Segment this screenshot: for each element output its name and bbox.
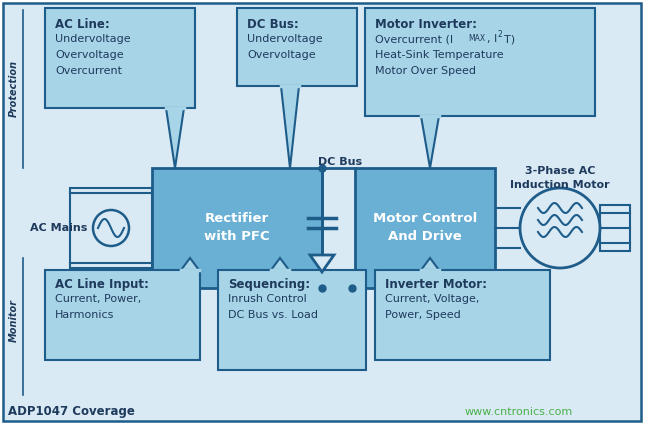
Bar [45,270,200,360]
Text: Motor Control
And Drive: Motor Control And Drive [373,213,477,244]
Text: AC Line Input:: AC Line Input: [55,278,149,291]
Text: Rectifier
with PFC: Rectifier with PFC [204,213,270,244]
Text: AC Line:: AC Line: [55,18,110,31]
Text: Overvoltage: Overvoltage [55,50,123,60]
Bar [152,168,322,288]
Text: Current, Power,: Current, Power, [55,294,141,304]
Text: Current, Voltage,: Current, Voltage, [385,294,479,304]
Circle shape [520,188,600,268]
Text: Overcurrent: Overcurrent [55,66,122,76]
Text: MAX: MAX [468,34,485,43]
Text: 2: 2 [498,30,503,39]
Text: Overcurrent (I: Overcurrent (I [375,34,453,44]
Text: DC Bus vs. Load: DC Bus vs. Load [228,310,318,320]
Bar [45,8,195,108]
Text: Motor Over Speed: Motor Over Speed [375,66,476,76]
Text: Undervoltage: Undervoltage [55,34,130,44]
Polygon shape [310,255,334,272]
Text: AC Mains: AC Mains [30,223,87,233]
Text: Heat-Sink Temperature: Heat-Sink Temperature [375,50,504,60]
Text: DC Bus:: DC Bus: [247,18,298,31]
Text: Motor Inverter:: Motor Inverter: [375,18,477,31]
Text: Inverter Motor:: Inverter Motor: [385,278,487,291]
Polygon shape [181,258,199,270]
Text: Undervoltage: Undervoltage [247,34,322,44]
Text: T): T) [504,34,515,44]
Polygon shape [421,116,439,168]
Text: , I: , I [487,34,497,44]
Bar [355,168,495,288]
Text: Sequencing:: Sequencing: [228,278,310,291]
Bar [365,8,595,116]
Text: Protection: Protection [9,60,19,117]
Text: DC Bus: DC Bus [318,157,362,167]
Polygon shape [166,108,184,168]
Bar [70,188,152,268]
Text: ADP1047 Coverage: ADP1047 Coverage [8,405,135,418]
Text: Monitor: Monitor [9,299,19,342]
Bar [375,270,550,360]
Text: Inrush Control: Inrush Control [228,294,307,304]
Bar [600,205,630,251]
Text: www.cntronics.com: www.cntronics.com [465,407,573,417]
Polygon shape [271,258,289,270]
Text: Power, Speed: Power, Speed [385,310,461,320]
Text: Overvoltage: Overvoltage [247,50,316,60]
Text: Harmonics: Harmonics [55,310,114,320]
Polygon shape [281,86,299,168]
Polygon shape [421,258,439,270]
Bar [237,8,357,86]
Bar [218,270,366,370]
Text: 3-Phase AC
Induction Motor: 3-Phase AC Induction Motor [510,167,610,190]
